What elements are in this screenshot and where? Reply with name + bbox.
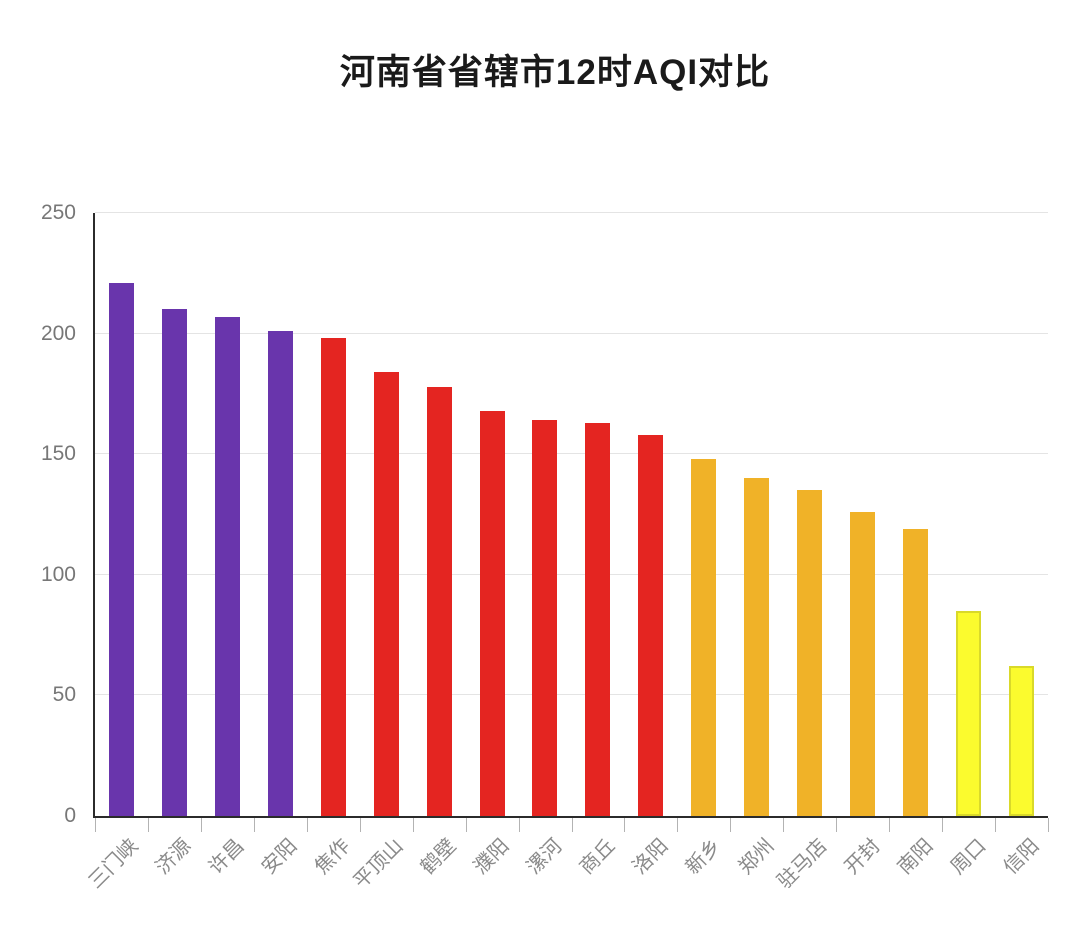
bar-10 — [638, 434, 664, 816]
x-tick-mark — [677, 818, 679, 832]
x-tick-label-17: 信阳 — [999, 835, 1044, 879]
x-tick-mark — [836, 818, 838, 832]
x-tick-mark — [571, 818, 573, 832]
chart-title: 河南省省辖市12时AQI对比 — [339, 53, 771, 92]
bar-slot-10 — [624, 213, 677, 816]
x-tick-label-3: 安阳 — [258, 835, 302, 879]
aqi-bar-chart: 0 50 100 150 200 250 三门峡 济源 许昌 安阳 焦作 平顶山 鹤壁 濮阳 漯河 商丘 洛阳… — [0, 202, 1080, 946]
bar-slot-11 — [677, 213, 730, 816]
bar-slot-17 — [995, 213, 1048, 816]
bar-slot-8 — [519, 213, 572, 816]
x-tick-mark — [95, 818, 96, 832]
y-tick-label-100: 100 — [40, 562, 76, 586]
x-tick-mark — [995, 818, 997, 832]
bar-slot-9 — [571, 213, 624, 816]
x-tick-mark — [306, 818, 308, 832]
bar-4 — [320, 338, 346, 816]
x-tick-mark — [518, 818, 520, 832]
x-tick-mark — [889, 818, 891, 832]
x-tick-mark — [253, 818, 255, 832]
x-tick-label-5: 平顶山 — [349, 835, 408, 893]
x-tick-mark — [147, 818, 149, 832]
gridline-50 — [95, 694, 1048, 696]
x-tick-mark — [730, 818, 732, 832]
bar-9 — [585, 422, 611, 816]
x-tick-label-9: 商丘 — [575, 835, 620, 879]
bar-8 — [532, 420, 558, 816]
x-tick-label-12: 郑州 — [734, 835, 779, 879]
gridline-150 — [95, 453, 1048, 455]
bar-0 — [108, 282, 134, 816]
bar-slot-0 — [95, 213, 148, 816]
bar-2 — [214, 316, 240, 816]
bar-5 — [373, 372, 399, 816]
x-axis-labels: 三门峡 济源 许昌 安阳 焦作 平顶山 鹤壁 濮阳 漯河 商丘 洛阳 新乡 郑州 驻马店 开封 南阳 周口 信阳 — [85, 816, 1046, 946]
bar-1 — [161, 309, 187, 816]
bar-15 — [903, 528, 929, 816]
x-tick-mark — [1048, 818, 1049, 832]
bar-slot-2 — [201, 213, 254, 816]
bar-11 — [691, 459, 717, 816]
y-tick-label-250: 250 — [40, 201, 76, 224]
x-tick-label-10: 洛阳 — [628, 835, 673, 879]
bar-7 — [479, 410, 505, 816]
bar-slot-4 — [307, 213, 360, 816]
bar-slot-12 — [730, 213, 783, 816]
x-tick-label-16: 周口 — [946, 835, 991, 879]
bar-slot-16 — [942, 213, 995, 816]
bar-slot-15 — [889, 213, 942, 816]
x-tick-label-15: 南阳 — [893, 835, 938, 879]
x-tick-label-13: 驻马店 — [773, 835, 832, 893]
x-tick-label-0: 三门峡 — [85, 835, 144, 893]
x-tick-label-7: 濮阳 — [469, 835, 514, 879]
bar-slot-13 — [783, 213, 836, 816]
bar-slot-14 — [836, 213, 889, 816]
bar-13 — [797, 490, 823, 816]
x-tick-label-11: 新乡 — [681, 835, 726, 879]
x-tick-label-8: 漯河 — [522, 835, 567, 879]
bar-slot-5 — [360, 213, 413, 816]
bar-12 — [744, 478, 770, 816]
y-tick-label-0: 0 — [64, 804, 76, 827]
bar-3 — [267, 331, 293, 816]
gridline-250 — [95, 212, 1048, 213]
bar-slot-7 — [466, 213, 519, 816]
bar-slot-3 — [254, 213, 307, 816]
x-tick-mark — [412, 818, 414, 832]
x-tick-label-6: 鹤壁 — [416, 835, 461, 879]
gridline-200 — [95, 332, 1048, 334]
bar-slot-1 — [148, 213, 201, 816]
bar-16 — [955, 610, 981, 816]
x-tick-mark — [200, 818, 202, 832]
x-tick-label-4: 焦作 — [310, 835, 355, 879]
bar-17 — [1008, 666, 1034, 816]
y-tick-label-150: 150 — [40, 442, 76, 466]
bar-slot-6 — [413, 213, 466, 816]
plot-area — [93, 212, 1049, 832]
x-tick-mark — [942, 818, 944, 832]
x-tick-label-1: 济源 — [152, 835, 196, 879]
x-tick-mark — [359, 818, 361, 832]
gridline-100 — [95, 573, 1048, 575]
x-tick-mark — [624, 818, 626, 832]
y-tick-label-50: 50 — [52, 683, 76, 707]
x-tick-mark — [465, 818, 467, 832]
y-tick-label-200: 200 — [40, 321, 76, 345]
bars-layer — [95, 213, 1048, 816]
y-axis-labels: 0 50 100 150 200 250 — [0, 202, 76, 826]
bar-6 — [426, 386, 452, 816]
x-tick-label-14: 开封 — [840, 835, 885, 879]
bar-14 — [850, 512, 876, 816]
x-tick-mark — [783, 818, 785, 832]
x-tick-label-2: 许昌 — [205, 835, 249, 879]
